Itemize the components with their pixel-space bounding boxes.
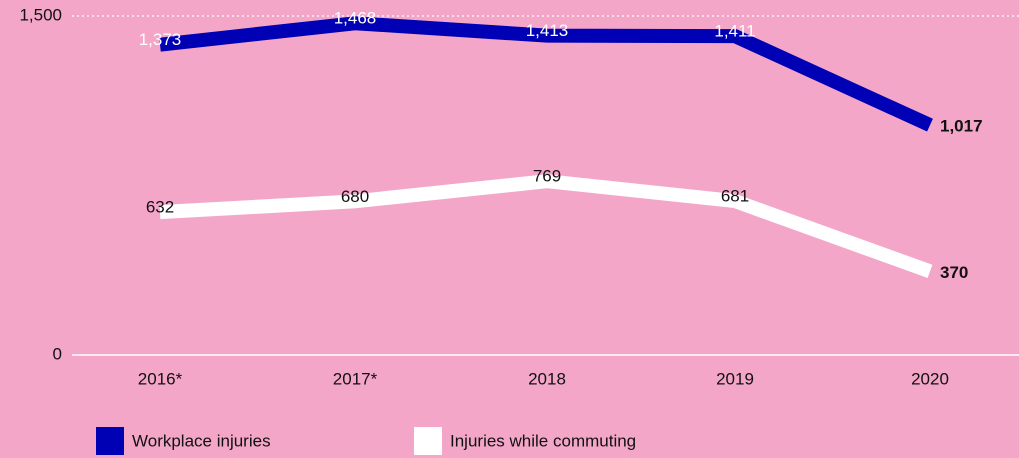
data-label: 680 bbox=[341, 187, 369, 206]
series-line bbox=[159, 174, 933, 278]
x-tick-label: 2019 bbox=[716, 369, 754, 388]
legend-label: Injuries while commuting bbox=[450, 431, 636, 450]
legend-swatch bbox=[96, 427, 124, 455]
series-line bbox=[159, 16, 933, 132]
data-label: 1,411 bbox=[714, 22, 755, 41]
legend-swatch bbox=[414, 427, 442, 455]
data-label: 769 bbox=[533, 167, 561, 186]
y-tick-label: 0 bbox=[53, 344, 62, 363]
data-label: 1,468 bbox=[334, 9, 377, 28]
data-label: 1,413 bbox=[526, 21, 569, 40]
x-tick-label: 2018 bbox=[528, 369, 566, 388]
data-label: 681 bbox=[721, 187, 749, 206]
data-label: 1,373 bbox=[139, 30, 182, 49]
x-tick-label: 2016* bbox=[138, 369, 183, 388]
data-label: 632 bbox=[146, 198, 174, 217]
data-label: 370 bbox=[940, 263, 968, 282]
y-tick-label: 1,500 bbox=[19, 5, 62, 24]
data-label: 1,017 bbox=[940, 117, 983, 136]
x-tick-label: 2020 bbox=[911, 369, 949, 388]
legend-label: Workplace injuries bbox=[132, 431, 271, 450]
x-tick-label: 2017* bbox=[333, 369, 378, 388]
